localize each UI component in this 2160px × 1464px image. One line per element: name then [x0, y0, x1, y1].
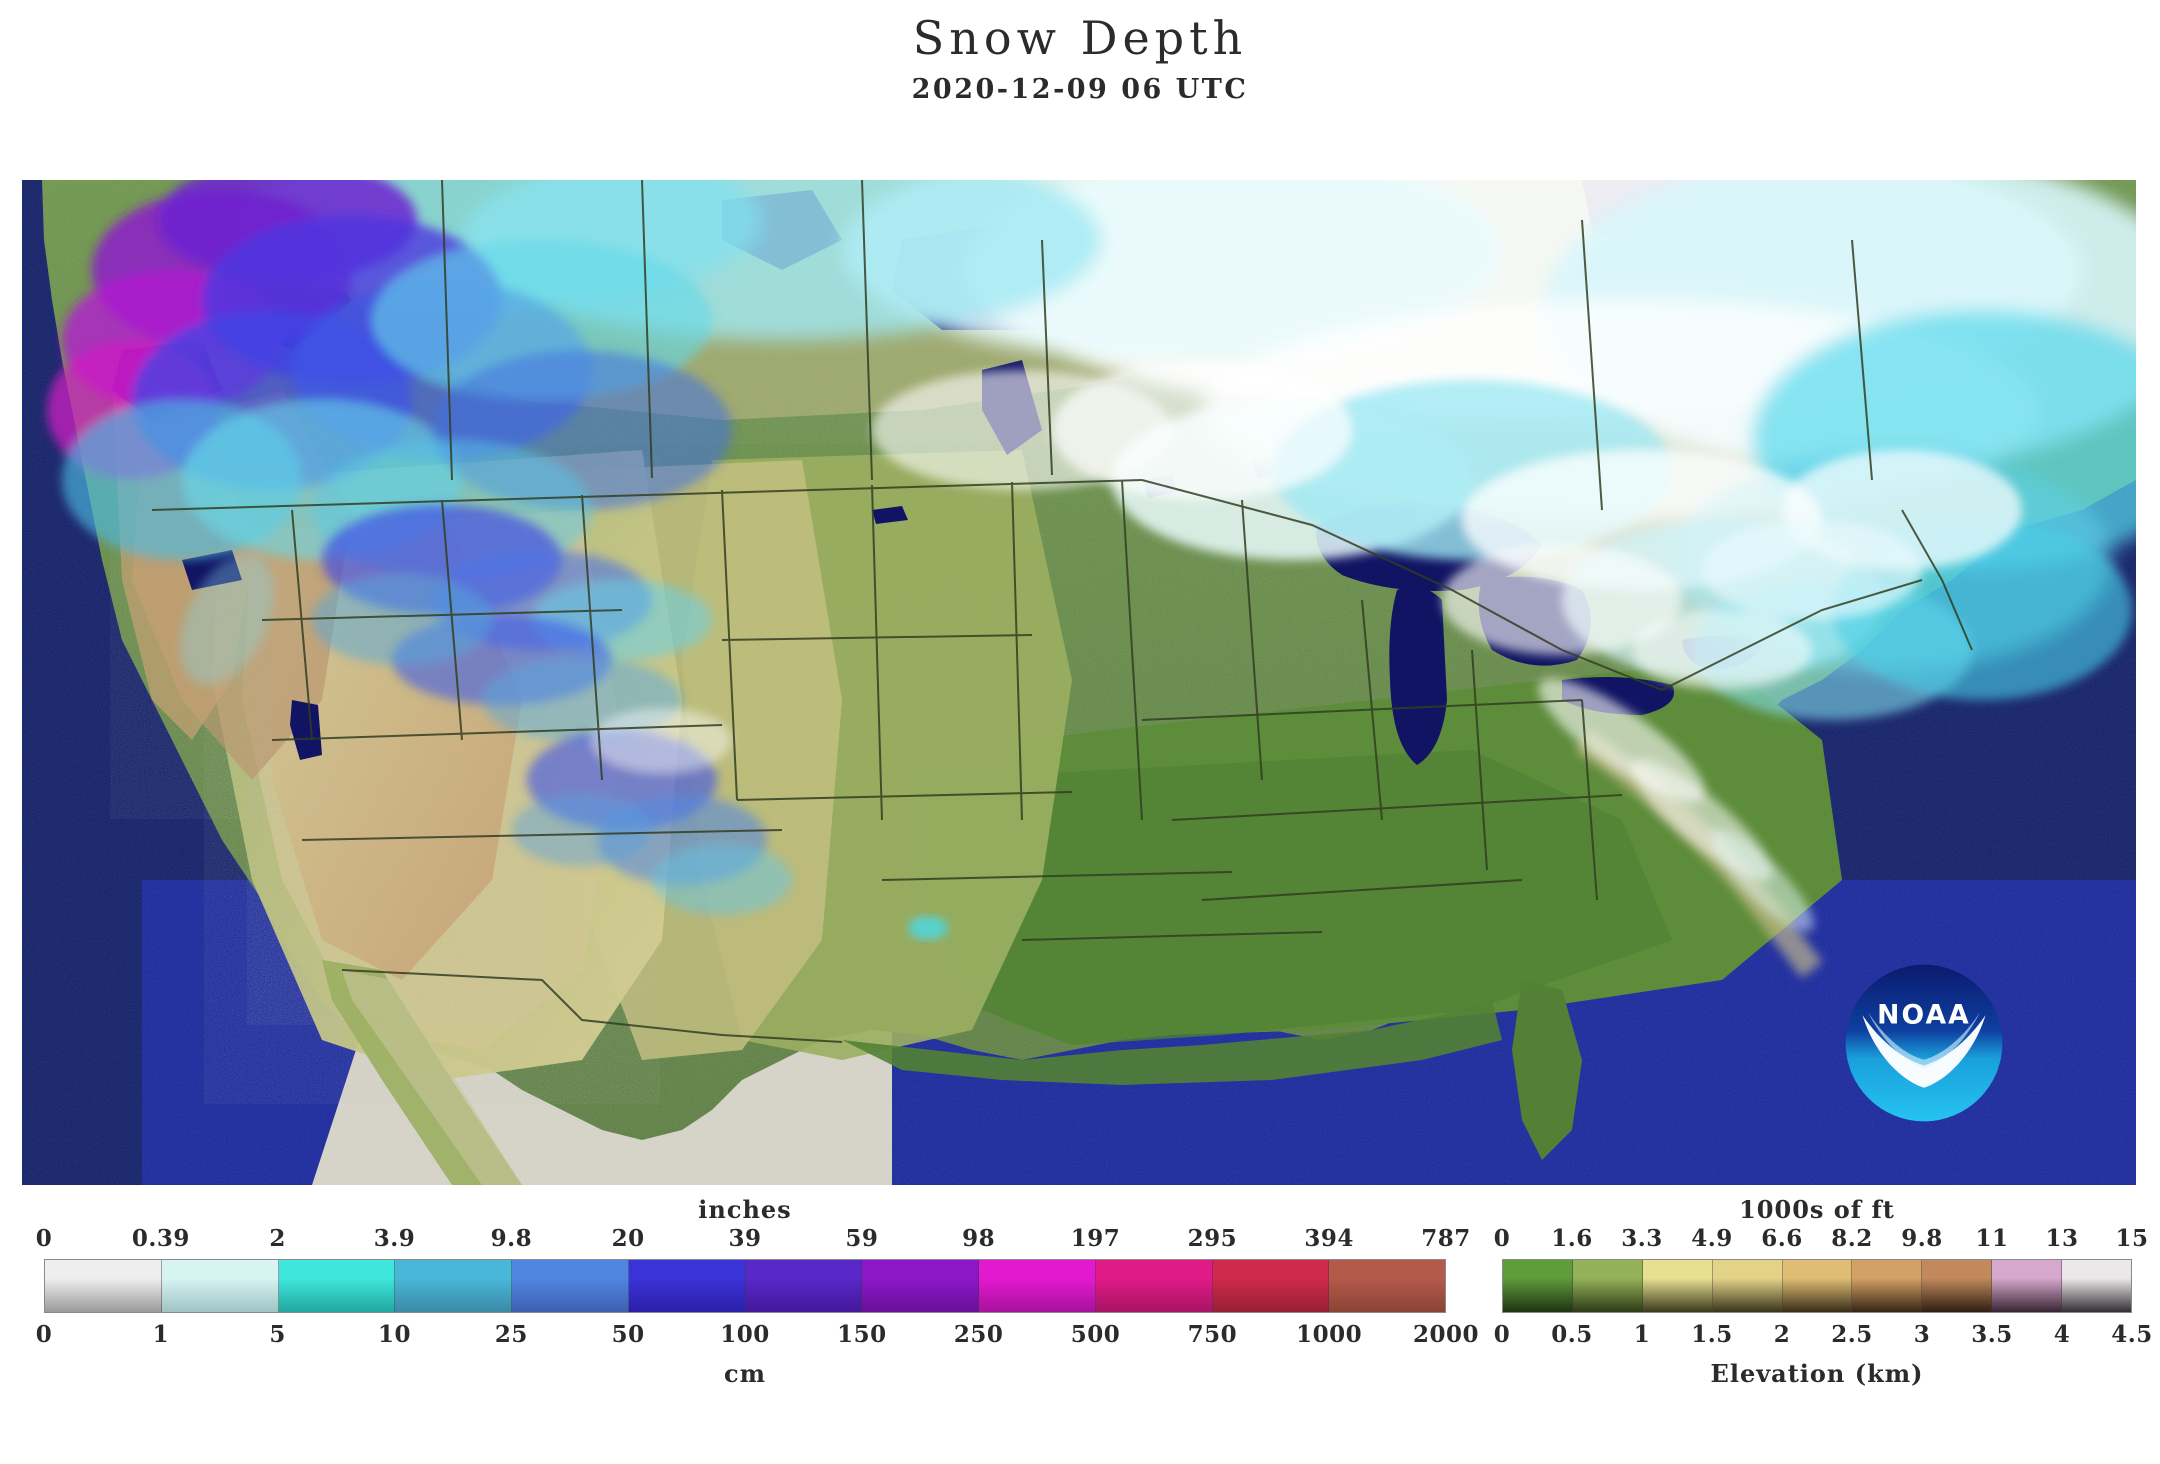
tick-label: 98 [962, 1225, 996, 1252]
colorbar-segment [395, 1260, 512, 1312]
tick-label: 1 [152, 1321, 170, 1348]
tick-label: 4.5 [2111, 1321, 2153, 1348]
tick-label: 3 [1913, 1321, 1931, 1348]
tick-label: 3.9 [373, 1225, 416, 1252]
tick-label: 1.6 [1551, 1225, 1593, 1252]
colorbar-segment [1852, 1260, 1923, 1312]
colorbar-segment [1572, 1260, 1643, 1312]
tick-label: 750 [1187, 1321, 1238, 1348]
snow-depth-map[interactable]: NOAA [22, 180, 2136, 1185]
colorbar-segment [862, 1260, 979, 1312]
noaa-logo-text: NOAA [1877, 999, 1971, 1030]
colorbar-segment [2062, 1260, 2132, 1312]
tick-label: 3.3 [1621, 1225, 1663, 1252]
page-title: Snow Depth [912, 11, 1248, 65]
tick-label: 20 [611, 1225, 645, 1252]
snow-depth-layer [47, 180, 2136, 940]
tick-label: 3.5 [1971, 1321, 2013, 1348]
tick-label: 100 [720, 1321, 770, 1348]
tick-label: 197 [1070, 1225, 1121, 1252]
tick-label: 11 [1975, 1225, 2009, 1252]
colorbar-segment [1212, 1260, 1330, 1312]
tick-label: 0 [1493, 1225, 1511, 1252]
tick-label: 4 [2053, 1321, 2071, 1348]
tick-label: 1000 [1296, 1321, 1363, 1348]
snow-depth-colorbar[interactable] [44, 1259, 1446, 1313]
snow-unit-cm: cm [723, 1359, 766, 1388]
colorbar-segment [1922, 1260, 1993, 1312]
tick-label: 8.2 [1831, 1225, 1873, 1252]
tick-label: 787 [1421, 1225, 1471, 1252]
colorbar-segment [161, 1260, 279, 1312]
political-borders [151, 180, 1973, 1043]
tick-label: 9.8 [1901, 1225, 1943, 1252]
colorbar-segment [745, 1260, 863, 1312]
legend-row: inches 0 0.39 2 3.9 9.8 20 39 59 98 197 295 394 787 … [0, 1195, 2160, 1464]
colorbar-segment [1503, 1260, 1573, 1312]
colorbar-segment [512, 1260, 629, 1312]
colorbar-segment [278, 1260, 396, 1312]
colorbar-segment [1095, 1260, 1213, 1312]
elevation-unit-feet: 1000s of ft [1739, 1195, 1895, 1224]
tick-label: 2 [1773, 1321, 1791, 1348]
elevation-unit-km: Elevation (km) [1710, 1359, 1924, 1388]
tick-label: 59 [845, 1225, 879, 1252]
colorbar-segment [1712, 1260, 1783, 1312]
tick-label: 2.5 [1831, 1321, 1873, 1348]
tick-label: 2 [269, 1225, 286, 1252]
snow-ticks-cm: 0 1 5 10 25 50 100 150 250 500 750 1000 2000 [36, 1321, 1479, 1355]
tick-label: 50 [611, 1321, 645, 1348]
noaa-logo: NOAA [1845, 964, 2003, 1122]
colorbar-segment [1782, 1260, 1853, 1312]
map-header: Snow Depth 2020-12-09 06 UTC [0, 0, 2160, 106]
tick-label: 250 [953, 1321, 1004, 1348]
tick-label: 394 [1304, 1225, 1354, 1252]
tick-label: 150 [837, 1321, 887, 1348]
tick-label: 6.6 [1761, 1225, 1803, 1252]
tick-label: 5 [269, 1321, 286, 1348]
tick-label: 0.5 [1551, 1321, 1593, 1348]
page-subtitle-timestamp: 2020-12-09 06 UTC [911, 74, 1249, 106]
colorbar-segment [45, 1260, 162, 1312]
tick-label: 4.9 [1691, 1225, 1733, 1252]
elevation-ticks-feet: 0 1.6 3.3 4.9 6.6 8.2 9.8 11 13 15 [1494, 1225, 2148, 1259]
snow-unit-inches: inches [698, 1195, 792, 1224]
tick-label: 0 [35, 1321, 53, 1348]
elevation-ticks-km: 0 0.5 1 1.5 2 2.5 3 3.5 4 4.5 [1494, 1321, 2153, 1355]
tick-label: 10 [377, 1321, 412, 1348]
tick-label: 9.8 [490, 1225, 533, 1252]
tick-label: 25 [494, 1321, 528, 1348]
colorbar-segment [1329, 1260, 1445, 1312]
colorbar-segment [979, 1260, 1096, 1312]
colorbar-segment [628, 1260, 746, 1312]
tick-label: 1.5 [1691, 1321, 1733, 1348]
tick-label: 15 [2115, 1225, 2149, 1252]
elevation-colorbar[interactable] [1502, 1259, 2132, 1313]
snow-depth-legend[interactable]: inches 0 0.39 2 3.9 9.8 20 39 59 98 197 295 394 787 … [36, 1195, 1479, 1388]
tick-label: 0 [1493, 1321, 1511, 1348]
tick-label: 500 [1070, 1321, 1121, 1348]
snow-ticks-inches: 0 0.39 2 3.9 9.8 20 39 59 98 197 295 394 787 [36, 1225, 1471, 1259]
map-raster [22, 180, 2136, 1185]
tick-label: 39 [728, 1225, 762, 1252]
colorbar-segment [1642, 1260, 1713, 1312]
tick-label: 295 [1187, 1225, 1238, 1252]
tick-label: 0 [35, 1225, 53, 1252]
tick-label: 2000 [1412, 1321, 1480, 1348]
tick-label: 0.39 [131, 1225, 190, 1252]
tick-label: 13 [2045, 1225, 2079, 1252]
colorbar-segment [1992, 1260, 2063, 1312]
tick-label: 1 [1633, 1321, 1651, 1348]
